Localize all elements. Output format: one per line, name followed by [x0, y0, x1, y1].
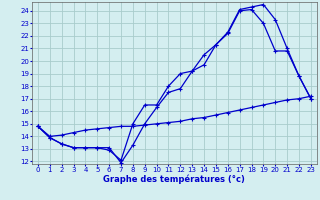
X-axis label: Graphe des températures (°c): Graphe des températures (°c)	[103, 174, 245, 184]
